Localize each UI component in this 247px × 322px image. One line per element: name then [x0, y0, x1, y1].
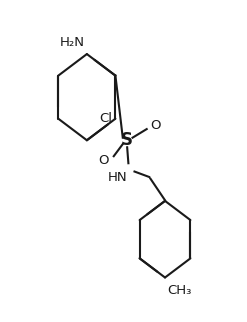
Text: H₂N: H₂N	[60, 36, 84, 49]
Text: HN: HN	[107, 171, 127, 184]
Text: Cl: Cl	[99, 112, 112, 125]
Text: O: O	[150, 119, 161, 132]
Text: CH₃: CH₃	[167, 284, 192, 297]
Text: O: O	[98, 155, 109, 167]
Text: S: S	[121, 131, 133, 149]
